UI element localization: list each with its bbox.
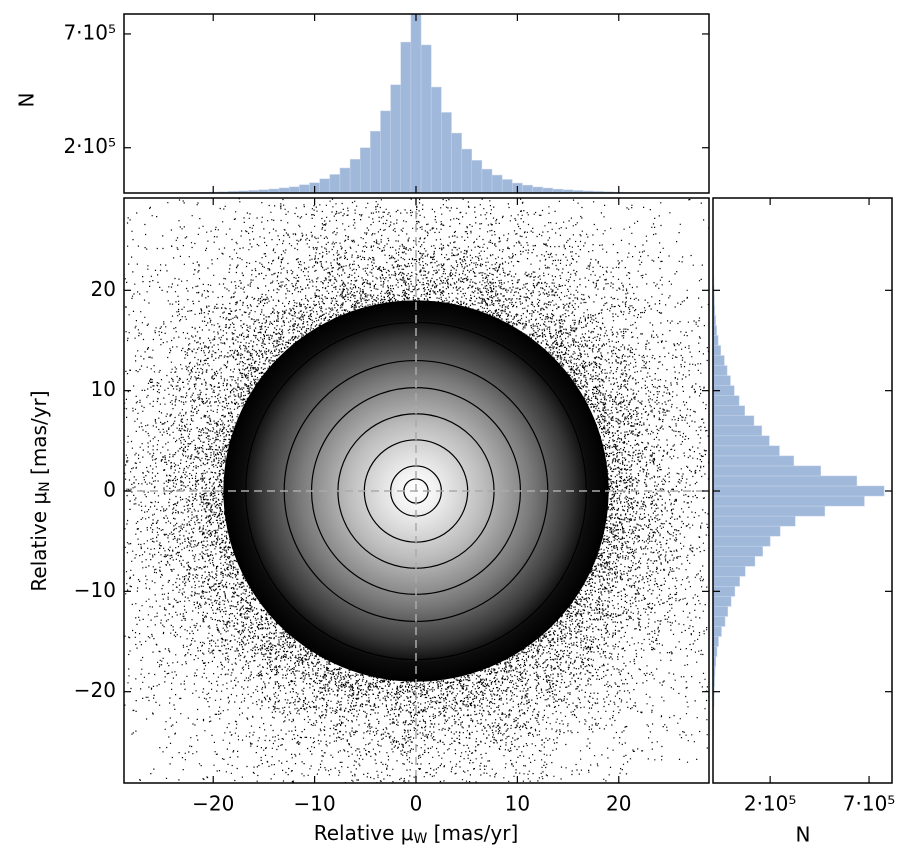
hist-bar bbox=[532, 186, 543, 193]
y-label-text: Relative μ bbox=[27, 492, 51, 592]
hist-bar bbox=[349, 159, 361, 193]
right-hist-x-label: N bbox=[796, 823, 811, 847]
hist-bar bbox=[501, 179, 513, 193]
hist-bar bbox=[451, 132, 462, 193]
panel-frame bbox=[123, 13, 710, 194]
hist-bar bbox=[339, 167, 351, 193]
hist-bar bbox=[713, 596, 732, 607]
hist-bar bbox=[713, 515, 796, 527]
hist-bar bbox=[713, 495, 865, 507]
y-tick-label: 10 bbox=[91, 377, 116, 401]
hist-bar bbox=[713, 636, 719, 647]
y-label-sub: N bbox=[37, 481, 53, 491]
hist-bar bbox=[481, 168, 493, 193]
hist-bar bbox=[713, 405, 745, 416]
hist-bar bbox=[713, 525, 781, 537]
x-tick-label: 0 bbox=[410, 792, 423, 816]
hist-bar bbox=[299, 184, 310, 193]
hist-bar bbox=[713, 475, 858, 487]
hist-bar bbox=[713, 535, 771, 547]
x-axis-label: Relative μW [mas/yr] bbox=[314, 821, 519, 848]
panel-frame bbox=[712, 197, 893, 784]
hist-bar bbox=[390, 84, 402, 193]
x-label-text: Relative μ bbox=[314, 821, 414, 845]
hist-bar bbox=[410, 14, 422, 193]
hist-bar bbox=[713, 445, 780, 457]
x-tick-label: 10 bbox=[505, 792, 530, 816]
y-tick-label: 20 bbox=[91, 277, 116, 301]
top-hist-y-label: N bbox=[15, 93, 39, 108]
hist-bar bbox=[329, 174, 341, 193]
x-tick-label: 20 bbox=[606, 792, 631, 816]
hist-bar bbox=[289, 186, 300, 193]
hist-bar bbox=[522, 184, 533, 193]
x-tick-label: −10 bbox=[293, 792, 335, 816]
histogram-panel bbox=[126, 14, 696, 193]
hist-bar bbox=[491, 174, 503, 193]
hist-bar bbox=[430, 86, 442, 193]
x-label-unit: [mas/yr] bbox=[427, 821, 518, 845]
panel-frame bbox=[123, 197, 710, 784]
hist-bar bbox=[713, 395, 740, 406]
y-tick-label: 2·10⁵ bbox=[63, 134, 116, 158]
y-tick-label: 0 bbox=[103, 478, 116, 502]
hist-bar bbox=[441, 112, 452, 193]
hist-bar bbox=[713, 576, 740, 587]
hist-bar bbox=[713, 435, 770, 447]
hist-bar bbox=[713, 345, 721, 356]
hist-bar bbox=[713, 465, 822, 477]
x-label-sub: W bbox=[413, 831, 427, 847]
hist-bar bbox=[461, 148, 473, 193]
hist-bar bbox=[713, 455, 795, 467]
hist-bar bbox=[420, 44, 432, 193]
y-tick-label: 7·10⁵ bbox=[63, 20, 116, 44]
hist-bar bbox=[471, 160, 483, 193]
histogram-panel bbox=[713, 204, 885, 778]
hist-bar bbox=[359, 147, 371, 193]
hist-bar bbox=[713, 335, 719, 346]
hist-bar bbox=[713, 355, 725, 366]
density-panel bbox=[124, 198, 709, 783]
hist-bar bbox=[713, 375, 731, 386]
hist-bar bbox=[400, 41, 412, 193]
y-axis-label: Relative μN [mas/yr] bbox=[27, 390, 54, 591]
hist-bar bbox=[713, 425, 763, 437]
hist-bar bbox=[713, 415, 755, 427]
hist-bar bbox=[713, 626, 722, 637]
hist-bar bbox=[370, 130, 381, 193]
hist-bar bbox=[713, 485, 885, 497]
y-tick-label: −20 bbox=[74, 678, 116, 702]
x-tick-label: 7·10⁵ bbox=[843, 792, 896, 816]
hist-bar bbox=[278, 187, 290, 193]
hist-bar bbox=[380, 110, 391, 193]
y-label-unit: [mas/yr] bbox=[27, 390, 51, 481]
hist-bar bbox=[713, 545, 763, 557]
hist-bar bbox=[713, 566, 746, 577]
hist-bar bbox=[319, 178, 331, 193]
hist-bar bbox=[713, 606, 729, 617]
x-tick-label: 2·10⁵ bbox=[744, 792, 797, 816]
hist-bar bbox=[713, 505, 826, 517]
x-tick-label: −20 bbox=[192, 792, 234, 816]
hist-bar bbox=[713, 555, 756, 567]
y-tick-label: −10 bbox=[74, 578, 116, 602]
hist-bar bbox=[713, 616, 726, 627]
hist-bar bbox=[713, 365, 728, 376]
